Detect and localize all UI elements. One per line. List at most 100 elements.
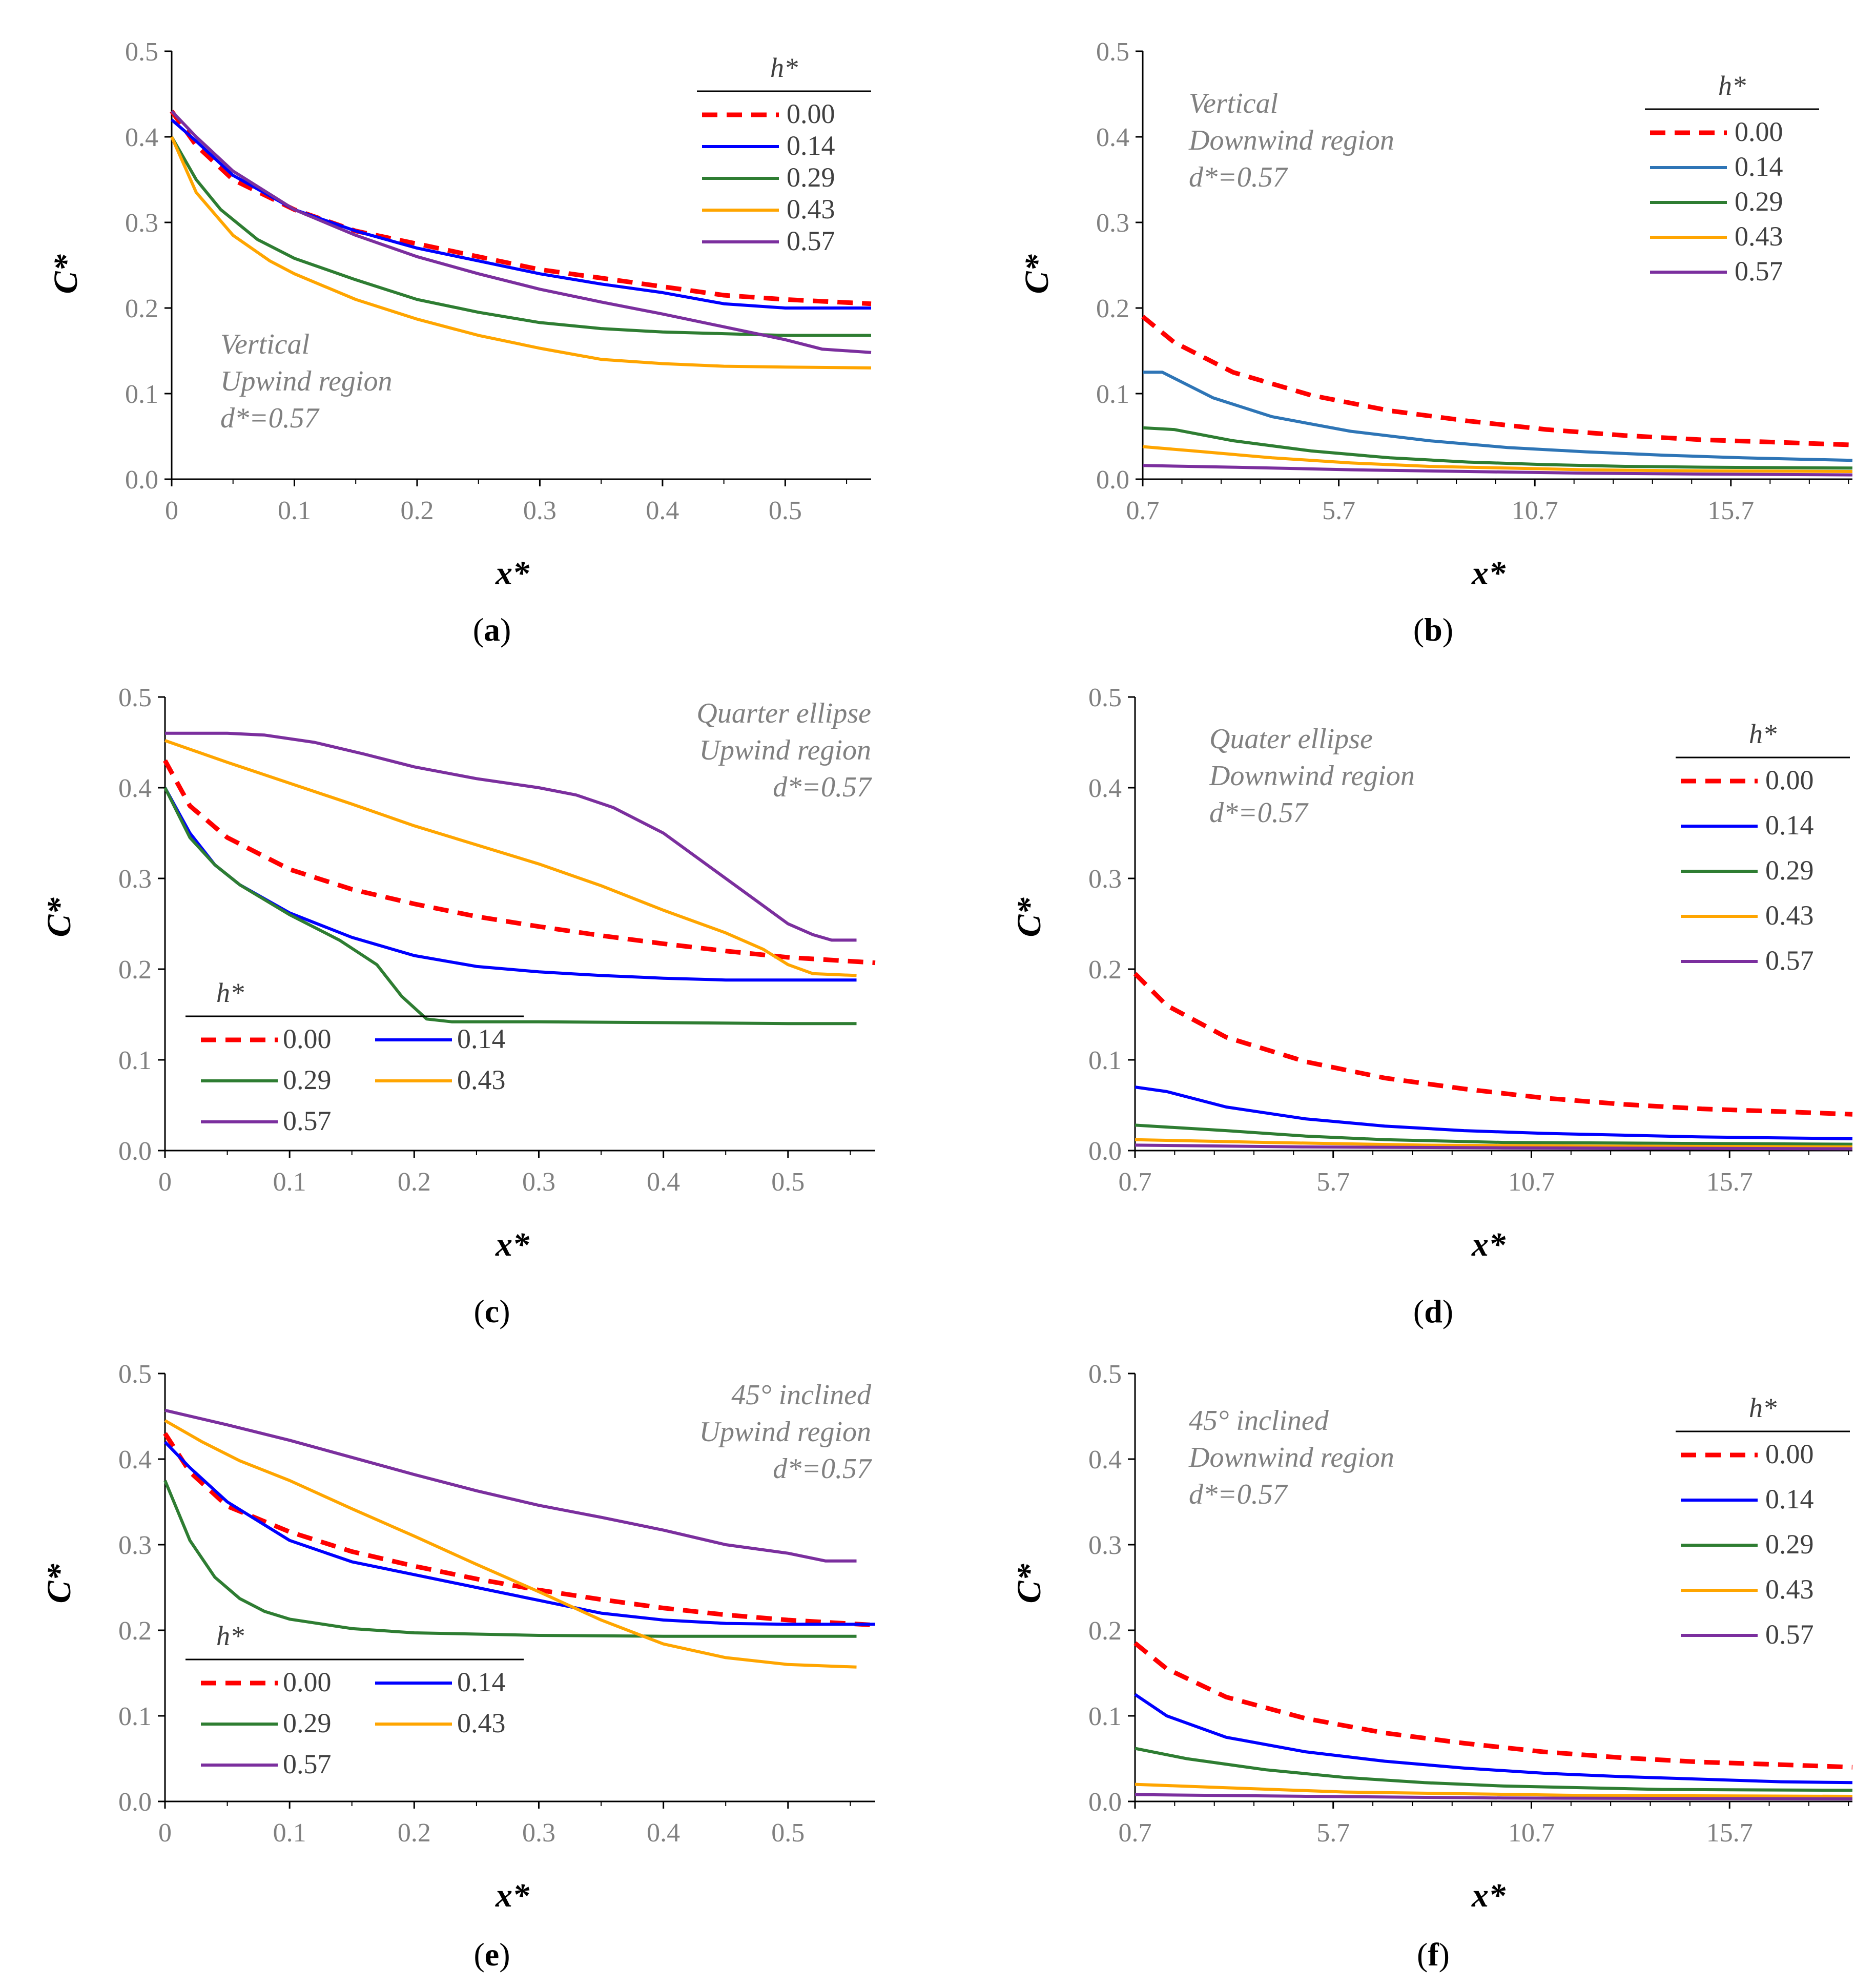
y-tick-label: 0.0 [1088,1788,1122,1817]
series-line-0-43 [164,1419,857,1669]
y-axis-title: C* [1018,254,1056,294]
x-tick-label: 0 [158,1818,172,1848]
legend-label: 0.14 [1735,151,1783,182]
series-line-0-43 [1135,1782,1853,1798]
panel-c: 0.0 0.1 0.2 0.3 0.4 0.5 0 0.1 0.2 0.3 0.4 0.5 x* C* Qu… [40,683,876,1329]
series-line-0-57 [1135,1793,1853,1800]
series-line-0-14 [1135,1085,1853,1140]
y-axis-title: C* [40,897,78,937]
y-tick-label: 0.1 [118,1702,152,1731]
legend-label: 0.00 [283,1667,332,1697]
series-line-0-14 [171,118,871,310]
series-line-0-57 [1142,464,1853,477]
series-line-0-57 [164,1408,857,1563]
x-tick-label: 10.7 [1508,1167,1555,1197]
caption-letter: c [485,1293,499,1329]
legend-title: h* [216,1621,244,1651]
annotation-line: Downwind region [1188,125,1394,156]
y-tick-label: 0.0 [118,1788,152,1817]
panel-caption: (a) [473,611,511,648]
panel-caption: (e) [473,1936,510,1973]
series-line-0-43 [164,739,857,977]
legend-label: 0.57 [1735,256,1783,286]
legend-label: 0.43 [1765,900,1814,931]
x-tick-label: 0.5 [771,1818,805,1848]
y-tick-label: 0.3 [1088,1531,1122,1560]
legend-label: 0.43 [1735,221,1783,252]
legend-label: 0.43 [1765,1574,1814,1605]
legend-label: 0.00 [787,98,835,129]
annotation-line: Upwind region [220,365,392,397]
legend-label: 0.43 [787,194,835,224]
x-tick-label: 0.3 [522,1167,555,1197]
y-tick-label: 0.5 [125,37,158,67]
annotation-line: d*=0.57 [220,402,320,434]
series-line-0-14 [1134,1693,1853,1785]
series-line-0-29 [1135,1123,1853,1146]
x-tick-label: 0.5 [771,1167,805,1197]
caption-open: ( [473,611,484,648]
series-line-0-29 [170,136,871,337]
caption-letter: e [485,1936,499,1973]
legend-label: 0.57 [787,226,835,256]
x-tick-label: 15.7 [1706,1818,1753,1848]
panel-e: 0.0 0.1 0.2 0.3 0.4 0.5 0 0.1 0.2 0.3 0.4 0.5 x* C* 45… [40,1360,876,1973]
series-line-0-29 [1142,426,1853,470]
y-tick-label: 0.4 [125,123,158,152]
y-axis-title: C* [1011,897,1048,937]
legend-label: 0.43 [457,1064,506,1095]
y-tick-label: 0.5 [1088,1360,1122,1389]
annotation-line: Quarter ellipse [696,698,871,729]
x-tick-label: 0.3 [523,496,556,525]
legend-label: 0.29 [1765,855,1814,886]
legend-label: 0.14 [787,130,835,161]
x-tick-label: 0.5 [769,496,802,525]
y-tick-label: 0.3 [125,209,158,238]
y-tick-label: 0.5 [1096,37,1129,67]
x-tick-label: 0 [165,496,178,525]
x-tick-label: 0.3 [522,1818,555,1848]
series-line-0-14 [163,787,857,982]
caption-open: ( [473,1293,484,1329]
caption-letter: b [1424,611,1442,648]
legend-label: 0.29 [1765,1529,1814,1560]
series-line-0-00 [1141,315,1853,447]
x-tick-label: 0.1 [273,1167,306,1197]
y-tick-label: 0.4 [1096,123,1129,152]
legend-label: 0.29 [787,162,835,193]
caption-open: ( [473,1936,484,1973]
legend-label: 0.29 [283,1064,332,1095]
caption-open: ( [1417,1936,1428,1973]
series-line-0-00 [163,1432,876,1628]
y-tick-label: 0.0 [1096,465,1129,495]
series-line-0-29 [1135,1747,1853,1792]
legend-label: 0.00 [1735,116,1783,147]
caption-letter: a [484,611,500,648]
legend-label: 0.29 [1735,186,1783,217]
x-tick-label: 0 [158,1167,172,1197]
x-tick-label: 0.7 [1126,496,1160,525]
x-tick-label: 0.2 [400,496,434,525]
x-tick-label: 5.7 [1316,1818,1350,1848]
caption-close: ) [1439,1936,1450,1973]
legend-title: h* [770,52,798,83]
y-tick-label: 0.4 [118,1445,152,1474]
legend-label: 0.14 [457,1667,506,1697]
x-tick-label: 15.7 [1707,496,1754,525]
y-tick-label: 0.2 [125,294,158,323]
y-tick-label: 0.2 [118,955,152,985]
legend-label: 0.14 [1765,1484,1814,1514]
y-tick-label: 0.0 [1088,1137,1122,1166]
legend-label: 0.57 [1765,945,1814,976]
legend-label: 0.00 [1765,765,1814,795]
legend-label: 0.29 [283,1708,332,1738]
series-line-0-57 [165,731,857,942]
annotation-line: 45° inclined [1189,1405,1329,1437]
legend-label: 0.43 [457,1708,506,1738]
legend-title: h* [1749,1392,1777,1423]
y-tick-label: 0.1 [1088,1702,1122,1731]
x-tick-label: 0.2 [398,1818,431,1848]
y-axis-title: C* [40,1563,78,1603]
series-line-0-00 [1133,1641,1853,1770]
